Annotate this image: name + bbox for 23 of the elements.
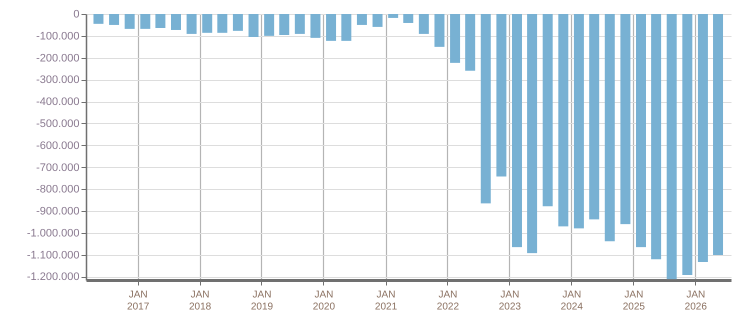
y-tick-label: -700.000	[36, 162, 80, 174]
y-tick-label: -200.000	[36, 52, 80, 64]
x-tick-label: JAN 2022	[436, 290, 460, 312]
y-tick-label: -500.000	[36, 118, 80, 130]
y-tick-label: -1.100.000	[26, 249, 80, 262]
x-tick-label: JAN 2019	[250, 290, 274, 312]
x-tick-label: JAN 2021	[374, 290, 398, 312]
y-tick-label: -100.000	[36, 30, 80, 42]
x-tick-label: JAN 2025	[622, 290, 646, 312]
y-tick-label: -400.000	[36, 96, 80, 108]
y-tick-label: -1.200.000	[26, 271, 80, 284]
x-tick-label: JAN 2020	[312, 290, 336, 312]
x-tick-label: JAN 2024	[560, 290, 584, 312]
y-tick-label: 0	[73, 8, 80, 20]
x-tick-label: JAN 2018	[188, 290, 212, 312]
y-tick-label: -600.000	[36, 140, 80, 152]
y-tick-label: -300.000	[36, 74, 80, 86]
x-tick-label: JAN 2026	[684, 290, 708, 312]
y-tick-label: -1.000.000	[26, 227, 80, 240]
x-tick-label: JAN 2023	[498, 290, 522, 312]
y-tick-label: -800.000	[36, 184, 80, 196]
x-tick-label: JAN 2017	[127, 290, 150, 312]
y-tick-label: -900.000	[36, 206, 80, 218]
